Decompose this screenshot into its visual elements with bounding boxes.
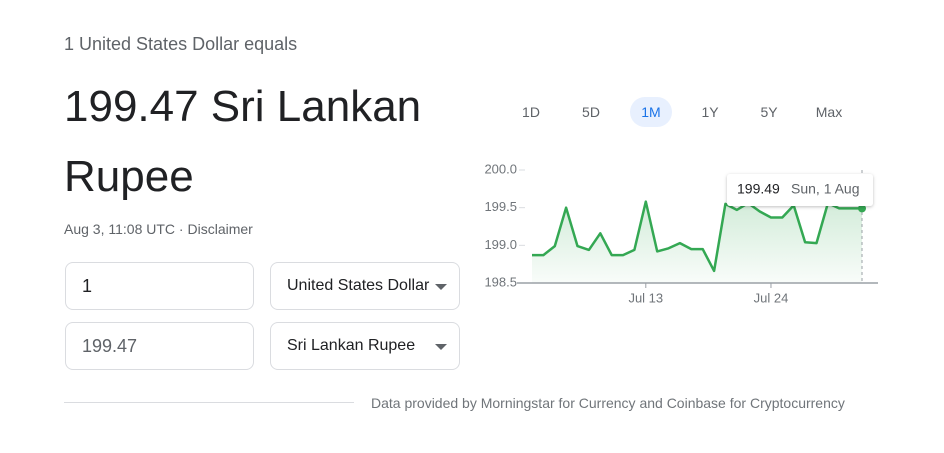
range-button[interactable]: 1M — [630, 97, 672, 127]
y-tick-label: 199.0 — [484, 237, 517, 252]
y-tick-label: 200.0 — [484, 161, 517, 176]
to-amount[interactable]: 199.47 — [65, 322, 254, 370]
range-button[interactable]: 1D — [522, 104, 540, 120]
x-tick-label: Jul 13 — [628, 290, 663, 305]
price-line — [532, 200, 862, 273]
subtitle: 1 United States Dollar equals — [64, 34, 298, 54]
caret — [435, 344, 447, 350]
result: 199.47 Sri Lankan Rupee — [64, 82, 422, 201]
separator: · — [178, 221, 184, 237]
disclaimer[interactable]: Disclaimer — [187, 221, 253, 237]
to-amount-text: 199.47 — [82, 335, 138, 356]
meta: Aug 3, 11:08 UTC · Disclaimer — [64, 221, 253, 237]
x-tick-label: Jul 24 — [754, 290, 789, 305]
range-button[interactable]: 5Y — [760, 104, 778, 120]
from-amount[interactable]: 1 — [65, 262, 254, 310]
range-button[interactable]: 1Y — [701, 104, 719, 120]
hover-point — [858, 204, 866, 213]
timestamp: Aug 3, 11:08 UTC — [64, 221, 176, 237]
tooltip-date: Sun, 1 Aug — [791, 181, 860, 197]
tooltip-value: 199.49 — [737, 181, 780, 197]
range-button[interactable]: Max — [815, 104, 843, 120]
y-tick-label: 199.5 — [484, 199, 517, 214]
range-button[interactable]: 5D — [582, 104, 600, 120]
footer: Data provided by Morningstar for Currenc… — [371, 395, 845, 411]
from-currency[interactable]: United States Dollar — [270, 262, 460, 310]
from-amount-text: 1 — [82, 275, 93, 296]
caret — [435, 284, 447, 290]
tooltip-box — [727, 174, 873, 206]
area — [532, 201, 862, 283]
from-currency-text: United States Dollar — [287, 277, 430, 294]
divider — [64, 402, 354, 403]
to-currency-text: Sri Lankan Rupee — [287, 337, 416, 354]
to-currency[interactable]: Sri Lankan Rupee — [270, 322, 460, 370]
y-tick-label: 198.5 — [484, 274, 517, 289]
